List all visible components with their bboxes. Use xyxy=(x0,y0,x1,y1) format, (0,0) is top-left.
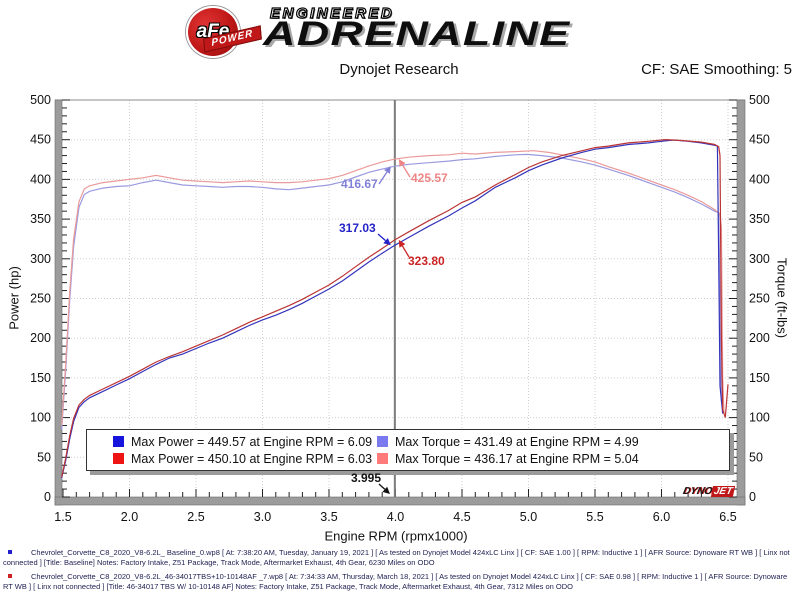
torque-tick-label: 350 xyxy=(749,212,770,226)
cf-smoothing-label: CF: SAE Smoothing: 5 xyxy=(641,61,792,78)
rpm-tick-label: 3.0 xyxy=(254,510,271,524)
annotation-arrowhead xyxy=(382,486,390,494)
torque-tick-label: 100 xyxy=(749,411,770,425)
torque-tuned-curve xyxy=(61,150,725,426)
power-tick-label: 450 xyxy=(30,133,51,147)
run-info-tuned: Chevrolet_Corvette_C8_2020_V8-6.2L_46-34… xyxy=(0,572,795,591)
torque-tick-label: 400 xyxy=(749,172,770,186)
power-axis-title: Power (hp) xyxy=(6,266,22,330)
rpm-tick-label: 3.5 xyxy=(320,510,337,524)
power-tick-label: 50 xyxy=(37,450,51,464)
dynojet-watermark-jet: JET xyxy=(710,486,736,497)
dynojet-watermark: DYNOJET xyxy=(682,486,736,497)
rpm-tick-label: 2.0 xyxy=(121,510,138,524)
bottom-axis-bar xyxy=(54,496,746,506)
dynojet-watermark-dyno: DYNO xyxy=(681,486,714,497)
legend-swatch-blue xyxy=(113,436,124,447)
run-info-text: Chevrolet_Corvette_C8_2020_V8-6.2L_46-34… xyxy=(3,572,788,591)
annotation-arrow xyxy=(401,245,410,258)
annotation-power-tuned: 323.80 xyxy=(408,254,445,268)
report-title: Dynojet Research xyxy=(339,61,459,78)
rpm-tick-label: 1.5 xyxy=(54,510,71,524)
torque-tick-label: 150 xyxy=(749,371,770,385)
annotation-arrowhead xyxy=(383,238,391,246)
right-axis-bar xyxy=(736,99,746,506)
power-tick-label: 300 xyxy=(30,252,51,266)
legend-text: Max Torque = 436.17 at Engine RPM = 5.04 xyxy=(395,451,639,466)
torque-tick-label: 250 xyxy=(749,292,770,306)
run-bullet-blue xyxy=(8,550,12,554)
rpm-tick-label: 5.0 xyxy=(520,510,537,524)
annotation-power-baseline: 317.03 xyxy=(339,221,376,235)
rpm-tick-label: 6.5 xyxy=(719,510,736,524)
rpm-tick-label: 5.5 xyxy=(586,510,603,524)
adrenaline-text: ADRENALINE xyxy=(263,15,571,53)
legend-item-max-torque-tuned: Max Torque = 436.17 at Engine RPM = 5.04 xyxy=(351,452,729,466)
legend-text: Max Torque = 431.49 at Engine RPM = 4.99 xyxy=(395,434,639,449)
rpm-tick-label: 2.5 xyxy=(187,510,204,524)
torque-tick-label: 500 xyxy=(749,93,770,107)
rpm-tick-label: 4.5 xyxy=(453,510,470,524)
torque-axis-title: Torque (ft-lbs) xyxy=(774,257,790,339)
rpm-tick-label: 4.0 xyxy=(387,510,404,524)
legend-text: Max Power = 449.57 at Engine RPM = 6.09 xyxy=(131,434,373,449)
legend-item-max-power-baseline: Max Power = 449.57 at Engine RPM = 6.09 xyxy=(87,435,372,449)
run-bullet-red xyxy=(8,574,12,578)
legend-swatch-lightred xyxy=(377,453,388,464)
power-tick-label: 250 xyxy=(30,292,51,306)
legend-swatch-lightblue xyxy=(377,436,388,447)
engineered-text: ENGINEERED xyxy=(269,4,395,22)
torque-tick-label: 0 xyxy=(749,490,756,504)
power-baseline-curve xyxy=(61,139,724,479)
legend-item-max-torque-baseline: Max Torque = 431.49 at Engine RPM = 4.99 xyxy=(351,435,729,449)
power-tick-label: 350 xyxy=(30,212,51,226)
annotation-torque-tuned: 425.57 xyxy=(411,171,448,185)
annotation-arrow xyxy=(378,483,386,490)
legend-box: Max Power = 449.57 at Engine RPM = 6.09 … xyxy=(86,429,730,471)
annotation-arrowhead xyxy=(398,159,406,167)
annotation-torque-baseline: 416.67 xyxy=(341,177,378,191)
dyno-chart: 0 0 50 50 100 100 150 150 200 200 250 250 300 300 350 3… xyxy=(30,93,770,524)
annotation-cursor-rpm: 3.995 xyxy=(351,471,382,485)
torque-tick-label: 450 xyxy=(749,133,770,147)
left-axis-bar xyxy=(54,99,63,506)
rpm-axis-title: Engine RPM (rpmx1000) xyxy=(324,528,468,544)
annotation-arrow xyxy=(401,164,411,178)
torque-baseline-curve xyxy=(61,153,722,430)
annotation-arrowhead xyxy=(398,239,406,248)
annotation-arrowhead xyxy=(384,166,391,174)
power-tick-label: 100 xyxy=(30,411,51,425)
annotation-arrow xyxy=(378,171,388,185)
torque-tick-label: 50 xyxy=(749,450,763,464)
power-tick-label: 150 xyxy=(30,371,51,385)
power-tick-label: 200 xyxy=(30,331,51,345)
run-info-baseline: Chevrolet_Corvette_C8_2020_V8-6.2L_ Base… xyxy=(0,548,795,567)
annotation-arrow xyxy=(377,233,387,242)
legend-swatch-red xyxy=(113,453,124,464)
torque-tick-label: 300 xyxy=(749,252,770,266)
power-tuned-curve xyxy=(61,138,729,478)
legend-text: Max Power = 450.10 at Engine RPM = 6.03 xyxy=(131,451,373,466)
torque-tick-label: 200 xyxy=(749,331,770,345)
power-tick-label: 400 xyxy=(30,172,51,186)
legend-item-max-power-tuned: Max Power = 450.10 at Engine RPM = 6.03 xyxy=(87,452,372,466)
power-tick-label: 500 xyxy=(30,93,51,107)
power-tick-label: 0 xyxy=(44,490,51,504)
rpm-tick-label: 6.0 xyxy=(653,510,670,524)
run-info-text: Chevrolet_Corvette_C8_2020_V8-6.2L_ Base… xyxy=(3,548,790,567)
